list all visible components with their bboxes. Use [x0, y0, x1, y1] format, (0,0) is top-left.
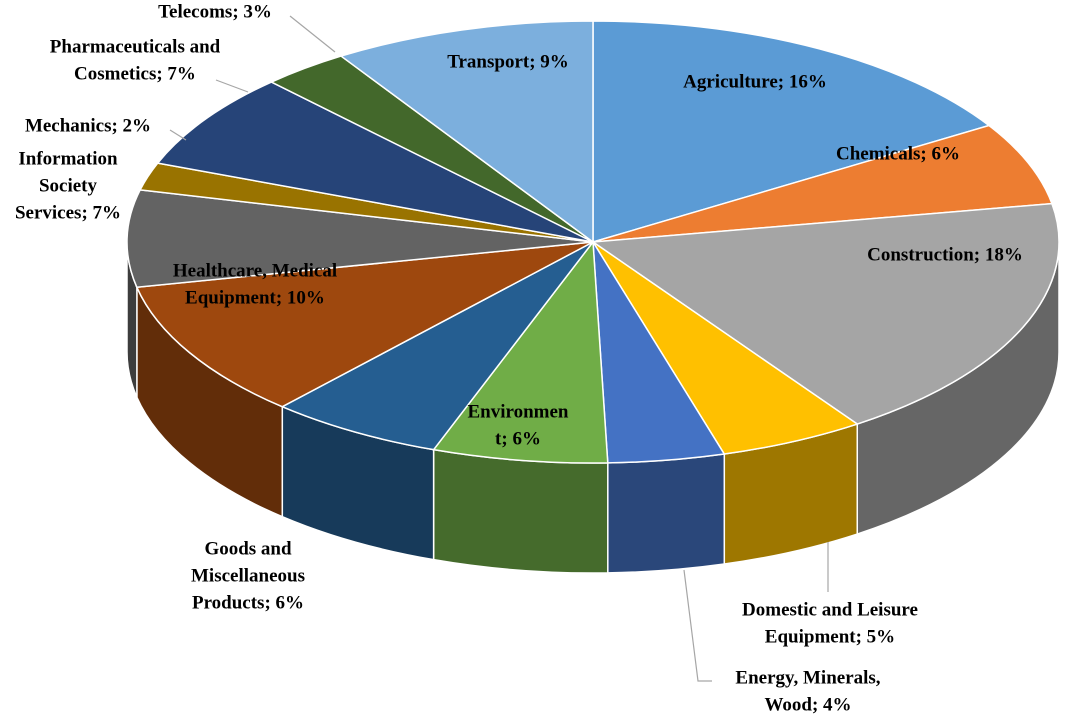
data-label: t; 6%	[495, 428, 541, 449]
leader-line	[683, 569, 712, 682]
pie-slice	[590, 202, 1060, 425]
pie-slice	[592, 20, 991, 244]
pie-slice	[592, 241, 859, 455]
leader-line	[169, 129, 187, 141]
pie-slice	[126, 189, 594, 289]
pie-slice	[156, 81, 594, 243]
pie-slice	[432, 239, 609, 464]
data-label: Goods and	[204, 538, 292, 559]
data-label: Cosmetics; 7%	[74, 63, 196, 84]
data-label: Equipment; 10%	[185, 287, 325, 308]
data-label: Products; 6%	[192, 592, 304, 613]
leader-line	[289, 15, 336, 53]
pie-slice	[339, 20, 594, 244]
pie-side	[607, 453, 726, 574]
data-label: Mechanics; 2%	[25, 115, 151, 136]
pie-slice	[280, 241, 594, 451]
pie-side	[432, 448, 609, 574]
leader-line	[215, 79, 249, 93]
data-label: Construction; 18%	[867, 244, 1023, 265]
data-label: Environmen	[467, 401, 568, 422]
data-label: Miscellaneous	[191, 565, 305, 586]
data-label: Healthcare, Medical	[173, 260, 337, 281]
data-label: Agriculture; 16%	[683, 71, 827, 92]
data-label: Wood; 4%	[764, 694, 851, 715]
pie-slice	[135, 241, 594, 408]
data-label: Chemicals; 6%	[836, 143, 960, 164]
data-label: Society	[39, 175, 98, 196]
data-label: Services; 7%	[15, 202, 121, 223]
data-label: Energy, Minerals,	[735, 667, 880, 688]
data-label: Transport; 9%	[447, 51, 569, 72]
data-label: Telecoms; 3%	[158, 1, 272, 22]
data-label: Pharmaceuticals and	[50, 36, 221, 57]
data-label: Domestic and Leisure	[742, 599, 918, 620]
data-label: Information	[18, 148, 118, 169]
data-label: Equipment; 5%	[765, 626, 895, 647]
